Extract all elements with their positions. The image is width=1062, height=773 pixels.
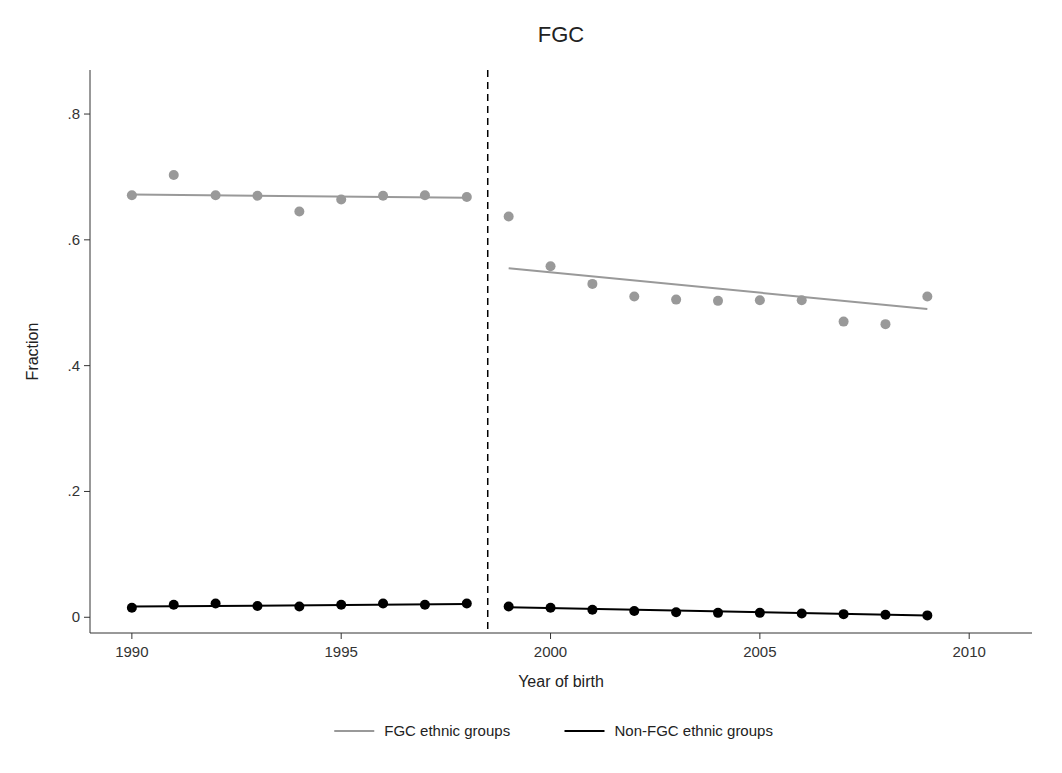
point [504,602,514,612]
y-tick-label: 0 [72,608,80,625]
plot-area [127,70,932,633]
x-tick [550,633,551,639]
point [211,190,221,200]
point [127,603,137,613]
point [713,296,723,306]
point [922,610,932,620]
point [839,317,849,327]
legend-label: FGC ethnic groups [384,722,510,739]
point [378,598,388,608]
point [294,602,304,612]
x-axis-line [90,633,1032,634]
point [713,608,723,618]
point [546,603,556,613]
y-axis-line [90,70,91,633]
point [252,601,262,611]
y-tick-label: .2 [67,482,80,499]
point [127,190,137,200]
x-tick [341,633,342,639]
trend-line [132,195,467,198]
point [504,212,514,222]
point [546,261,556,271]
x-tick-label: 1995 [325,643,358,660]
point [169,170,179,180]
point [336,195,346,205]
x-tick-label: 2010 [953,643,986,660]
point [420,600,430,610]
reference-line [487,70,489,633]
x-axis-label: Year of birth [518,673,604,690]
y-tick [84,365,90,366]
x-tick-label: 1990 [115,643,148,660]
point [169,600,179,610]
title: FGC [538,22,585,47]
y-axis-label: Fraction [24,323,41,381]
y-tick [84,617,90,618]
x-tick [131,633,132,639]
point [629,606,639,616]
point [880,610,890,620]
point [880,319,890,329]
lines [132,195,927,616]
point [252,191,262,201]
legend-label: Non-FGC ethnic groups [615,722,773,739]
chart: 1990 1995 2000 2005 2010 0 .2 .4 .6 .8 Year of bir… [0,0,1062,773]
legend-handle [565,730,605,732]
y-tick-label: .6 [67,231,80,248]
point [211,598,221,608]
background [0,0,1062,773]
point [378,191,388,201]
point [797,608,807,618]
x-tick [969,633,970,639]
y-tick-label: .4 [67,357,80,374]
point [671,295,681,305]
point [839,609,849,619]
y-tick [84,114,90,115]
axes: 1990 1995 2000 2005 2010 0 .2 .4 .6 .8 [67,70,1032,660]
point [587,279,597,289]
point [922,291,932,301]
point [755,608,765,618]
legend: FGC ethnic groups Non-FGC ethnic groups [334,722,773,739]
legend-handle [334,730,374,732]
y-tick [84,491,90,492]
point [462,192,472,202]
point [462,598,472,608]
point [629,291,639,301]
points [127,170,932,620]
point [755,295,765,305]
point [336,600,346,610]
y-tick-label: .8 [67,105,80,122]
y-tick [84,239,90,240]
point [420,190,430,200]
point [797,295,807,305]
point [294,207,304,217]
reference-lines [487,70,488,633]
trend-line [509,268,928,309]
point [587,605,597,615]
point [671,607,681,617]
x-tick-label: 2000 [534,643,567,660]
x-tick-label: 2005 [743,643,776,660]
x-tick [759,633,760,639]
